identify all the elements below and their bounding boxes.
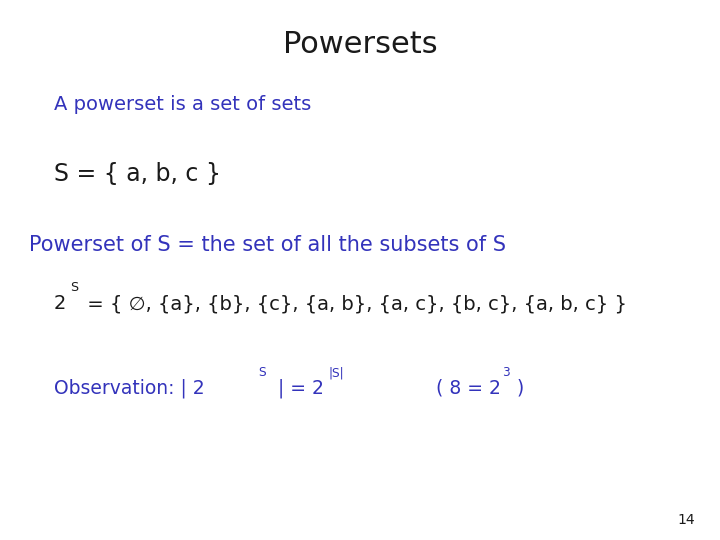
Text: 3: 3 [502, 366, 510, 379]
Text: S: S [258, 366, 266, 379]
Text: |S|: |S| [328, 366, 344, 379]
Text: S = { a, b, c }: S = { a, b, c } [54, 162, 221, 186]
Text: ): ) [511, 378, 524, 397]
Text: Powersets: Powersets [283, 30, 437, 59]
Text: Powerset of S = the set of all the subsets of S: Powerset of S = the set of all the subse… [29, 235, 505, 255]
Text: 2: 2 [54, 294, 66, 313]
Text: | = 2: | = 2 [272, 378, 324, 397]
Text: 14: 14 [678, 512, 695, 526]
Text: Observation: | 2: Observation: | 2 [54, 378, 204, 397]
Text: ( 8 = 2: ( 8 = 2 [436, 378, 500, 397]
Text: = { ∅, {a}, {b}, {c}, {a, b}, {a, c}, {b, c}, {a, b, c} }: = { ∅, {a}, {b}, {c}, {a, b}, {a, c}, {b… [81, 294, 627, 313]
Text: S: S [70, 281, 78, 294]
Text: A powerset is a set of sets: A powerset is a set of sets [54, 94, 311, 113]
